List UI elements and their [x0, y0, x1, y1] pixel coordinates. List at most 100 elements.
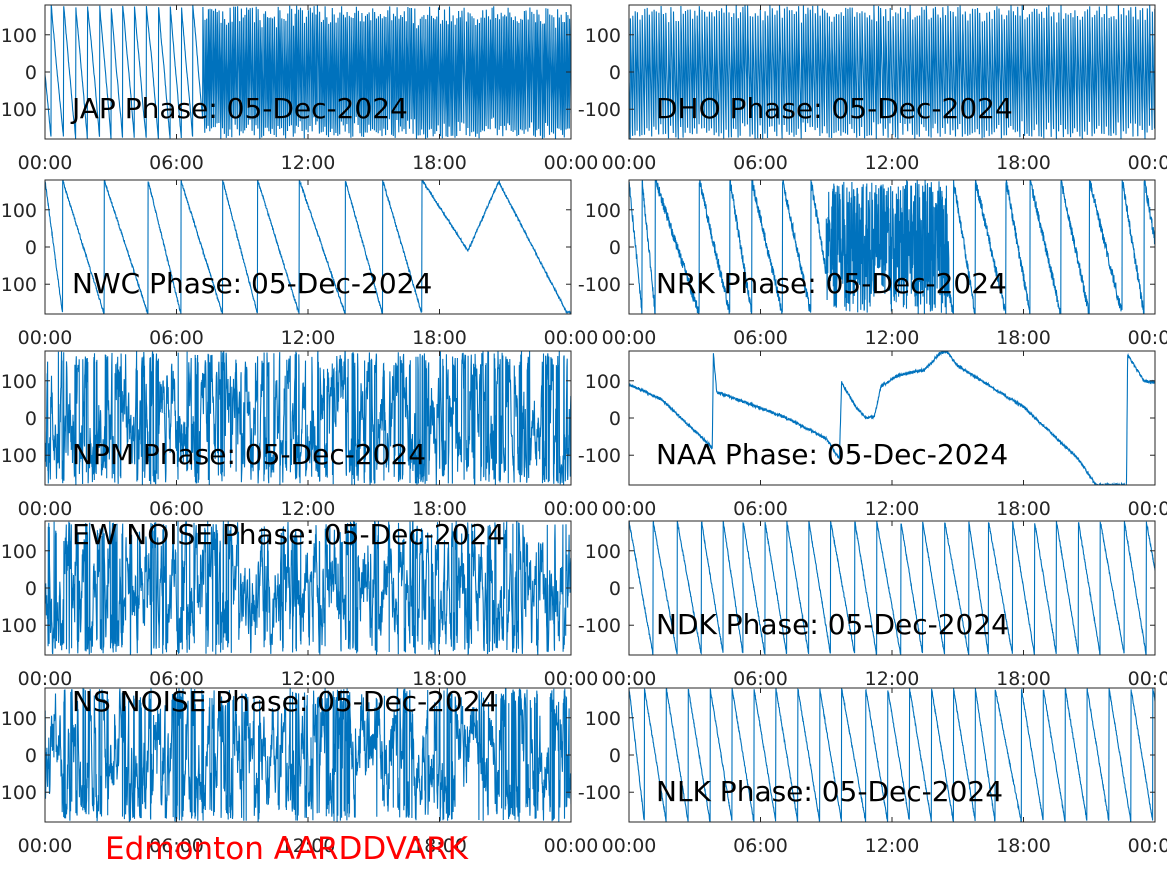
y-tick-label: 100 [1, 541, 37, 563]
x-tick-label: 00:00 [1128, 327, 1167, 349]
x-tick-label: 00:00 [602, 152, 657, 174]
x-tick-label: 12:00 [865, 498, 920, 520]
x-tick-label: 06:00 [149, 668, 204, 690]
panel-9: 100 0 100 00:00 06:00 12:00 18:00 00:00 NS NOISE… [1, 685, 599, 857]
x-tick-label: 00:00 [544, 327, 599, 349]
y-tick-label: 0 [609, 745, 621, 767]
x-tick-label: 18:00 [412, 835, 467, 857]
y-tick-label: 100 [585, 371, 621, 393]
x-tick-label: 00:00 [602, 498, 657, 520]
x-tick-label: 18:00 [996, 498, 1051, 520]
panel-title: NLK Phase: 05-Dec-2024 [656, 775, 1003, 808]
panel-3: 100 0 100 00:00 06:00 12:00 18:00 00:00 NWC Phas… [1, 179, 599, 349]
panel-8: 100 0 -100 00:00 06:00 12:00 18:00 00:00 NDK Pha… [578, 520, 1167, 690]
y-tick-label: 0 [609, 62, 621, 84]
x-tick-label: 00:00 [1128, 835, 1167, 857]
y-tick-label: 0 [609, 578, 621, 600]
x-tick-label: 12:00 [865, 835, 920, 857]
x-tick-label: 06:00 [733, 327, 788, 349]
x-tick-label: 18:00 [996, 668, 1051, 690]
x-tick-label: 18:00 [412, 152, 467, 174]
panels: 100 0 100 00:00 06:00 12:00 18:00 00:00 JAP Phas… [1, 4, 1167, 857]
x-tick-label: 06:00 [733, 498, 788, 520]
panel-title: DHO Phase: 05-Dec-2024 [656, 92, 1013, 125]
series-line [45, 5, 571, 139]
series-line [629, 351, 1155, 485]
y-tick-label: 0 [25, 408, 37, 430]
x-tick-label: 18:00 [996, 327, 1051, 349]
x-tick-label: 06:00 [733, 152, 788, 174]
series-line [45, 180, 571, 314]
y-tick-label: 100 [585, 200, 621, 222]
y-tick-label: 100 [1, 371, 37, 393]
series-line [629, 521, 1155, 655]
x-tick-label: 06:00 [149, 327, 204, 349]
x-tick-label: 18:00 [996, 835, 1051, 857]
y-tick-label: 100 [585, 541, 621, 563]
x-tick-label: 12:00 [281, 668, 336, 690]
y-tick-label: -100 [578, 615, 621, 637]
x-tick-label: 12:00 [281, 152, 336, 174]
y-tick-label: 100 [1, 615, 37, 637]
panel-4: 100 0 -100 00:00 06:00 12:00 18:00 00:00 NRK Pha… [578, 179, 1167, 349]
y-tick-label: 0 [25, 578, 37, 600]
panel-title: NRK Phase: 05-Dec-2024 [656, 267, 1007, 300]
y-tick-label: 0 [609, 408, 621, 430]
panel-title: NWC Phase: 05-Dec-2024 [72, 267, 432, 300]
x-tick-label: 18:00 [412, 498, 467, 520]
y-tick-label: 100 [1, 25, 37, 47]
panel-5: 100 0 100 00:00 06:00 12:00 18:00 00:00 NPM Phas… [1, 350, 598, 520]
x-tick-label: 00:00 [602, 835, 657, 857]
x-tick-label: 18:00 [412, 327, 467, 349]
x-tick-label: 06:00 [733, 835, 788, 857]
y-tick-label: 100 [1, 274, 37, 296]
panel-2: 100 0 -100 00:00 06:00 12:00 18:00 00:00 DHO Pha… [578, 4, 1167, 174]
y-tick-label: 100 [1, 99, 37, 121]
x-tick-label: 00:00 [18, 668, 73, 690]
x-tick-label: 00:00 [18, 498, 73, 520]
x-tick-label: 00:00 [544, 152, 599, 174]
panel-title: NAA Phase: 05-Dec-2024 [656, 438, 1008, 471]
y-tick-label: 0 [25, 237, 37, 259]
x-tick-label: 00:00 [18, 835, 73, 857]
x-tick-label: 12:00 [281, 327, 336, 349]
x-tick-label: 12:00 [281, 835, 336, 857]
panel-title: NPM Phase: 05-Dec-2024 [72, 438, 426, 471]
panel-10: 100 0 -100 00:00 06:00 12:00 18:00 00:00 NLK Pha… [578, 687, 1167, 857]
panel-7: 100 0 100 00:00 06:00 12:00 18:00 00:00 EW NOISE… [1, 518, 599, 690]
y-tick-label: -100 [578, 445, 621, 467]
series-line [629, 5, 1155, 139]
x-tick-label: 00:00 [1128, 152, 1167, 174]
x-tick-label: 00:00 [1128, 668, 1167, 690]
x-tick-label: 12:00 [865, 152, 920, 174]
y-tick-label: 0 [25, 745, 37, 767]
y-tick-label: -100 [578, 99, 621, 121]
x-tick-label: 06:00 [733, 668, 788, 690]
series-line [629, 180, 1155, 314]
y-tick-label: -100 [578, 274, 621, 296]
series-line [629, 688, 1155, 822]
y-tick-label: 100 [1, 445, 37, 467]
panel-title: NS NOISE Phase: 05-Dec-2024 [72, 685, 498, 718]
y-tick-label: 0 [609, 237, 621, 259]
x-tick-label: 00:00 [1128, 498, 1167, 520]
y-tick-label: 100 [585, 25, 621, 47]
series-line [45, 351, 571, 485]
y-tick-label: 100 [1, 708, 37, 730]
x-tick-label: 18:00 [412, 668, 467, 690]
panel-title: NDK Phase: 05-Dec-2024 [656, 608, 1009, 641]
x-tick-label: 18:00 [996, 152, 1051, 174]
panel-1: 100 0 100 00:00 06:00 12:00 18:00 00:00 JAP Phas… [1, 4, 599, 174]
series-line [45, 688, 571, 822]
panel-title: EW NOISE Phase: 05-Dec-2024 [72, 518, 505, 551]
footer-label: Edmonton AARDDVARK [105, 831, 469, 867]
x-tick-label: 12:00 [281, 498, 336, 520]
y-tick-label: -100 [578, 782, 621, 804]
x-tick-label: 00:00 [18, 152, 73, 174]
y-tick-label: 100 [1, 782, 37, 804]
x-tick-label: 00:00 [544, 668, 599, 690]
panel-title: JAP Phase: 05-Dec-2024 [70, 92, 408, 125]
y-tick-label: 100 [1, 200, 37, 222]
series-line [45, 521, 571, 655]
